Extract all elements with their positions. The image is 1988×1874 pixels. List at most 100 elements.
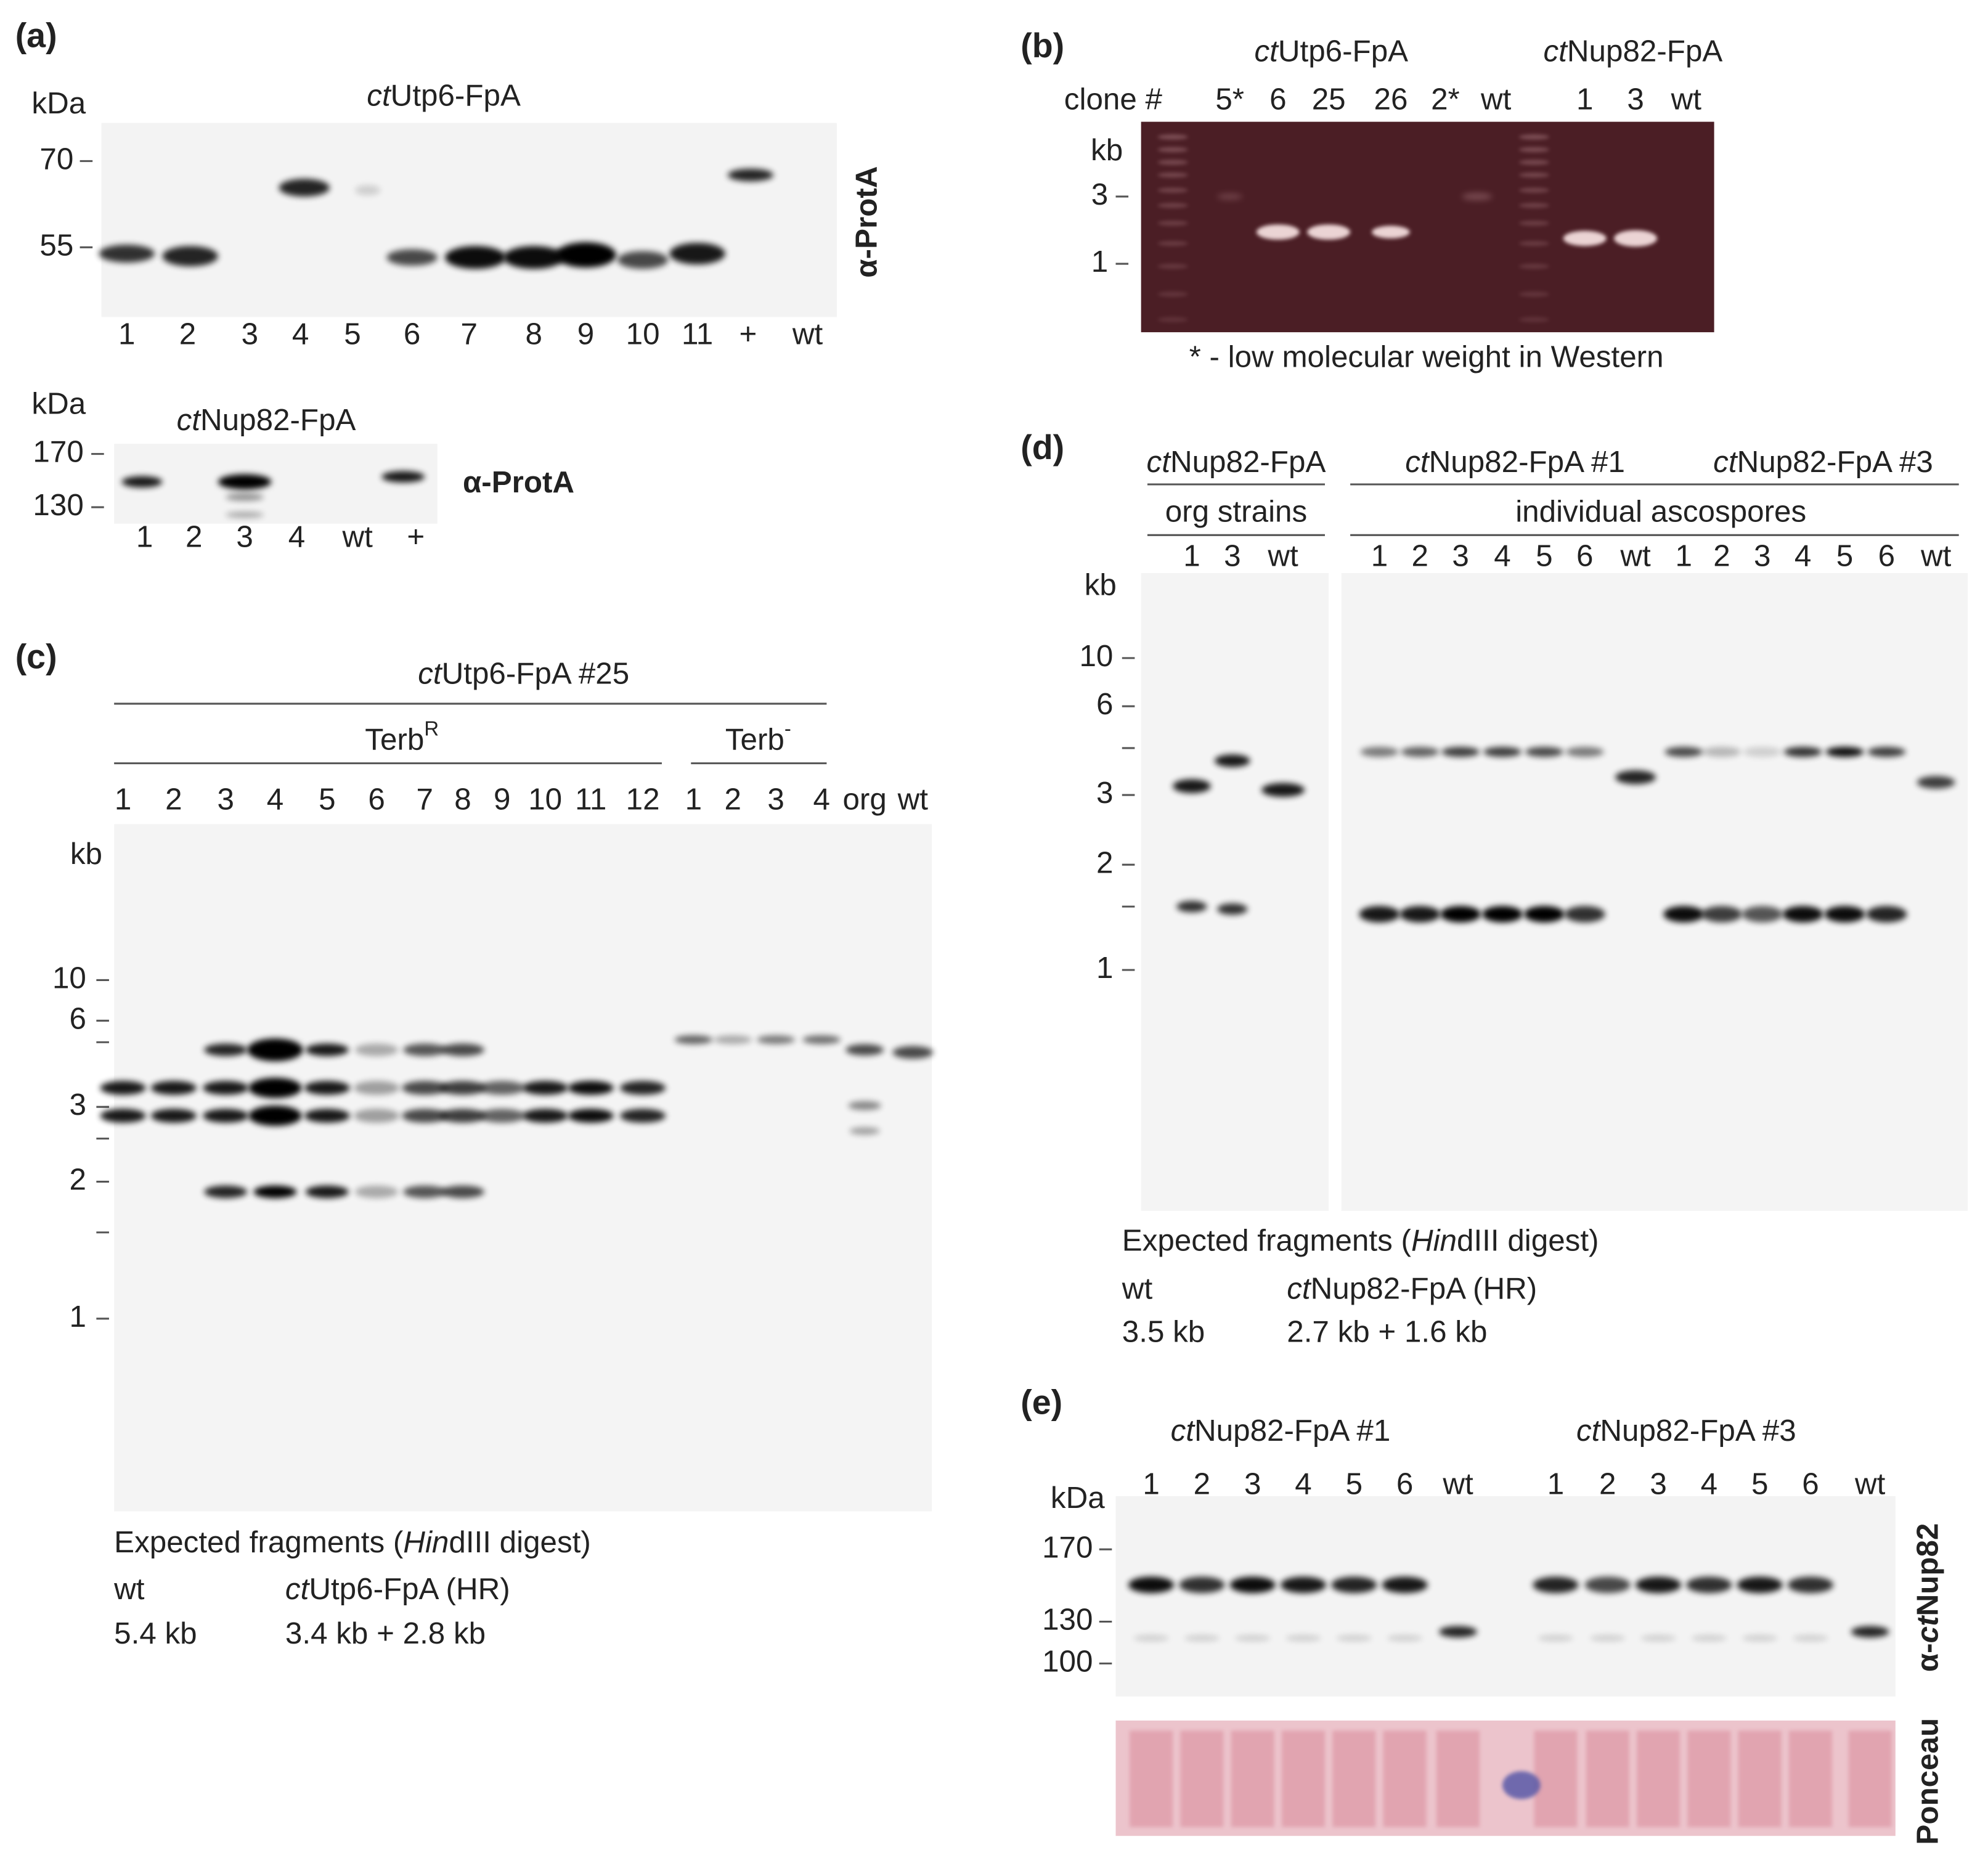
lane-label: + <box>407 520 425 554</box>
band <box>248 1106 302 1126</box>
band <box>1523 906 1565 923</box>
blot-a1 <box>101 123 837 317</box>
band <box>1518 172 1550 178</box>
blot-c <box>114 824 932 1512</box>
band <box>1331 1576 1377 1594</box>
band <box>355 1043 399 1056</box>
ponceau-lane <box>1180 1730 1224 1827</box>
ponceau-lane <box>1738 1730 1782 1827</box>
lane-label: 3 <box>1452 539 1469 572</box>
lane-label: wt <box>1480 83 1512 116</box>
band <box>617 251 669 269</box>
band <box>1157 240 1188 246</box>
text-part: Terb <box>725 723 784 757</box>
band <box>1518 203 1550 208</box>
group-label: ctUtp6-FpA <box>1254 35 1408 68</box>
ponceau-marker <box>1502 1771 1541 1799</box>
band <box>218 474 272 490</box>
unit-label: kb <box>1085 568 1117 602</box>
band <box>1234 1635 1271 1642</box>
lane-label: 6 <box>1396 1467 1413 1501</box>
antibody-label: α-ProtA <box>849 166 883 278</box>
lane-label: 4 <box>1701 1467 1717 1501</box>
band <box>1518 147 1550 152</box>
band <box>1184 1635 1220 1642</box>
marker-label: 170 <box>33 435 83 469</box>
text-part: ct <box>1147 445 1172 479</box>
lane-label: 1 <box>1547 1467 1564 1501</box>
text-part: ct <box>1171 1414 1196 1448</box>
band <box>439 1081 486 1095</box>
band <box>1518 264 1550 269</box>
band <box>1783 746 1822 757</box>
panel-label: (c) <box>15 638 57 676</box>
band <box>100 1109 146 1123</box>
expected-heading: Expected fragments (HindIII digest) <box>114 1525 591 1559</box>
band <box>1157 147 1188 152</box>
band <box>1825 746 1864 757</box>
ponceau-lane <box>1436 1730 1480 1827</box>
lane-label: 4 <box>813 782 829 816</box>
band <box>674 1035 713 1045</box>
text-part: ct <box>1405 445 1430 479</box>
band <box>1387 1635 1423 1642</box>
lane-label: 1 <box>1143 1467 1159 1501</box>
lane-label: 3 <box>1244 1467 1261 1501</box>
text-part: Terb <box>365 723 424 757</box>
lane-label: 8 <box>454 782 471 816</box>
band <box>1584 1576 1631 1594</box>
lane-label: 9 <box>577 317 594 351</box>
text-part: ct <box>418 657 443 691</box>
band <box>849 1127 880 1135</box>
lane-label: 11 <box>682 317 713 351</box>
band <box>1229 1576 1276 1594</box>
band <box>150 1081 197 1095</box>
band <box>100 1081 146 1095</box>
band <box>1173 779 1211 793</box>
text-part: ct <box>1713 445 1738 479</box>
text-part: Nup82-FpA #1 <box>1194 1414 1390 1448</box>
row-label: clone # <box>1064 83 1163 116</box>
band <box>1133 1635 1169 1642</box>
band <box>1285 1635 1321 1642</box>
ponceau-lane <box>1383 1730 1427 1827</box>
band <box>1217 903 1248 915</box>
lane-label: 2 <box>185 520 202 554</box>
lane-label: 3 <box>1754 539 1770 572</box>
band <box>479 1109 525 1123</box>
band <box>1614 230 1658 247</box>
band <box>620 1081 666 1095</box>
lane-label: 5 <box>1536 539 1552 572</box>
band <box>441 1185 484 1199</box>
lane-label: 2 <box>1713 539 1730 572</box>
ponceau-lane <box>1130 1730 1173 1827</box>
expected-text: 3.5 kb <box>1122 1315 1205 1349</box>
group-label: ctNup82-FpA #1 <box>1171 1414 1391 1448</box>
stain-label: Ponceau <box>1910 1718 1944 1845</box>
lane-label: 25 <box>1312 83 1346 116</box>
band <box>403 1043 447 1056</box>
subgroup-label: individual ascospores <box>1515 494 1806 528</box>
band <box>1214 754 1250 767</box>
text-part: Utp6-FpA (HR) <box>309 1572 510 1606</box>
band <box>1462 192 1493 201</box>
text-part: Utp6-FpA #25 <box>442 657 630 691</box>
band <box>253 1185 297 1199</box>
lane-label: 1 <box>685 782 702 816</box>
marker-label: 10 <box>52 961 86 995</box>
band <box>441 1043 484 1056</box>
band <box>555 242 616 268</box>
lane-label: 10 <box>528 782 562 816</box>
lane-label: 2 <box>1412 539 1428 572</box>
text-part: ct <box>177 403 202 437</box>
ponceau-lane <box>1788 1730 1832 1827</box>
band <box>1538 1635 1574 1642</box>
band <box>1743 746 1782 757</box>
lane-label: 4 <box>1295 1467 1311 1501</box>
band <box>1518 134 1550 140</box>
marker-label: 1 <box>1096 951 1113 985</box>
band <box>1157 291 1188 297</box>
lane-label: 2 <box>165 782 182 816</box>
text-part: Hin <box>1411 1223 1457 1257</box>
text-part: ct <box>1544 35 1569 68</box>
